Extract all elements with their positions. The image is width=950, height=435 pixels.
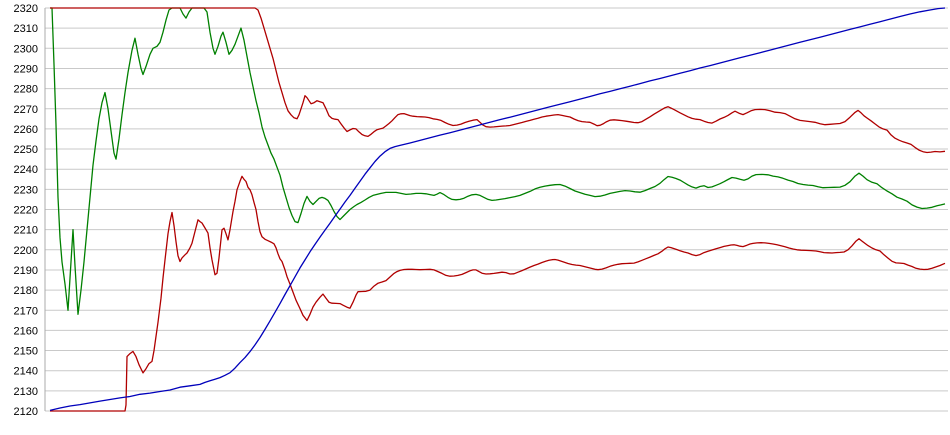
y-axis-tick-label: 2180 (14, 285, 38, 297)
y-axis-tick-label: 2210 (14, 225, 38, 237)
y-axis-tick-label: 2140 (14, 366, 38, 378)
series-blue-line (49, 7, 946, 412)
y-axis-tick-label: 2250 (14, 144, 38, 156)
y-axis-tick-label: 2130 (14, 386, 38, 398)
y-axis-tick-label: 2280 (14, 84, 38, 96)
series-red-lower-line (50, 175, 946, 412)
y-axis-tick-label: 2310 (14, 23, 38, 35)
y-axis-tick-label: 2200 (14, 245, 38, 257)
y-axis-tick-label: 2230 (14, 184, 38, 196)
y-axis-tick-label: 2270 (14, 104, 38, 116)
y-axis-tick-label: 2170 (14, 305, 38, 317)
y-axis-tick-label: 2120 (14, 406, 38, 418)
y-axis-tick-label: 2290 (14, 63, 38, 75)
y-axis-tick-label: 2190 (14, 265, 38, 277)
y-axis-tick-label: 2240 (14, 164, 38, 176)
y-axis-tick-label: 2160 (14, 325, 38, 337)
y-axis-tick-label: 2220 (14, 205, 38, 217)
y-axis-tick-label: 2320 (14, 3, 38, 15)
series-green-line (50, 7, 946, 315)
y-axis-tick-label: 2150 (14, 346, 38, 358)
y-axis-tick-label: 2260 (14, 124, 38, 136)
series-red-upper-line (50, 7, 946, 154)
y-axis-tick-label: 2300 (14, 43, 38, 55)
